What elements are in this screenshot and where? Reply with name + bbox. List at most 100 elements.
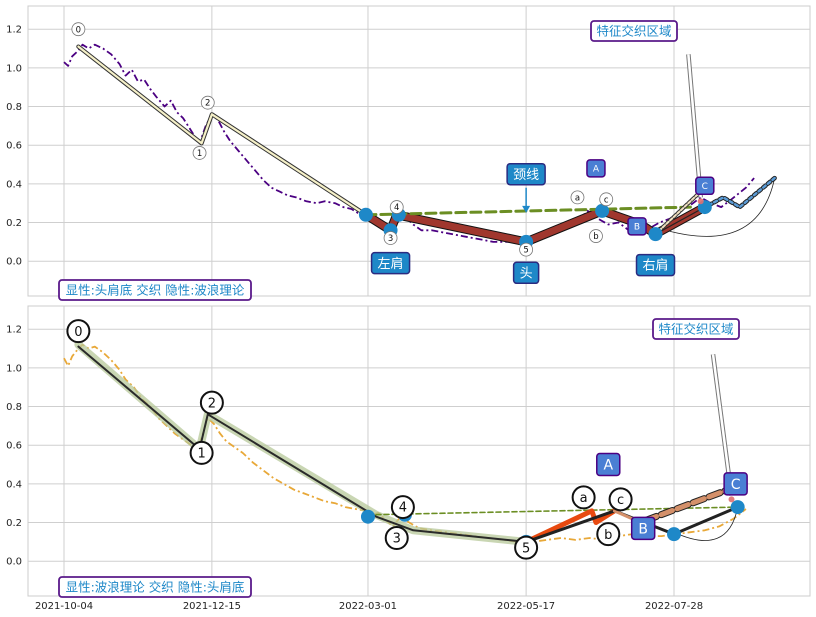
plot-content: 0 1 2 3 4 5 a b c 左肩头 右肩 颈线 A B C: [63, 22, 777, 285]
annotation-text: C: [731, 477, 741, 493]
wave-label-circle: [66, 319, 91, 344]
wave-label-circle: [570, 190, 585, 205]
overlay-line: [364, 205, 692, 217]
callout-arrow-body: [711, 354, 733, 496]
y-tick-label: 0.0: [6, 557, 22, 568]
curved-connector: [673, 506, 739, 541]
wave-label-circle: [384, 526, 409, 550]
y-tick-label: 0.4: [6, 179, 22, 190]
callout-box: [652, 318, 740, 340]
wave-label-text: b: [604, 528, 612, 543]
callout-text: 特征交织区域: [658, 322, 733, 337]
plot-area: [27, 305, 811, 597]
wave-label-text: 5: [522, 541, 530, 556]
pivot-point: [358, 207, 373, 222]
wave-label-text: 2: [205, 99, 210, 109]
wave-label-text: 5: [523, 246, 528, 256]
y-tick-label: 0.8: [6, 402, 22, 413]
wave-label-text: 1: [197, 447, 205, 462]
y-tick-label: 0.0: [6, 257, 22, 268]
y-tick-label: 0.6: [6, 441, 22, 452]
pivot-point: [697, 198, 704, 205]
wave-label-text: c: [604, 195, 609, 205]
annotation-box: [635, 253, 676, 277]
annotation-text: 左肩: [378, 256, 404, 272]
plot-area: [27, 5, 811, 297]
y-tick-label: 0.8: [6, 102, 22, 113]
annotation-text: A: [603, 458, 613, 474]
pivot-point: [667, 527, 681, 542]
wave-label-circle: [383, 231, 398, 245]
annotation-text: B: [634, 223, 640, 233]
neckline-arrow-head: [522, 205, 531, 213]
wave-label-text: 2: [208, 396, 216, 411]
wave-label-text: b: [593, 232, 598, 242]
panel-2: 0.0 0.2 0.4 0.6 0.8 1.0 1.2 2021-10-04 2021-12-1…: [6, 305, 811, 612]
wave-label-text: 4: [394, 203, 399, 213]
wave-label-text: 3: [388, 234, 393, 244]
annotation-box: [596, 452, 621, 477]
annotation-box: [506, 162, 546, 186]
wave-label-circle: [514, 535, 539, 560]
annotation-box: [627, 217, 647, 236]
wave-label-text: a: [580, 491, 588, 506]
caption-text: 显性:波浪理论 交织 隐性:头肩底: [66, 580, 245, 595]
wave-label-text: 3: [393, 532, 401, 547]
annotation-text: C: [702, 182, 708, 192]
overlay-line: [642, 485, 737, 524]
wave-label-circle: [71, 22, 86, 37]
wave-label-circle: [189, 440, 214, 465]
wave-label-text: 1: [197, 149, 202, 159]
pivot-point: [360, 509, 375, 524]
y-tick-label: 0.4: [6, 479, 22, 490]
wave-label-text: 4: [399, 501, 407, 516]
wave-label-circle: [192, 146, 207, 160]
overlay-line: [654, 190, 702, 236]
pivot-point: [595, 203, 610, 218]
wave-label-text: a: [575, 193, 580, 203]
caption-box: [58, 279, 252, 301]
wave-label-circle: [571, 485, 596, 510]
annotation-box: [630, 516, 656, 541]
annotation-text: 右肩: [643, 258, 669, 274]
annotation-text: B: [638, 521, 648, 537]
plot-content: 0 1 2 3 4 5 a b c A B C: [63, 319, 748, 560]
price-series-line: [63, 43, 755, 243]
y-tick-label: 1.2: [6, 325, 22, 336]
annotation-text: A: [593, 165, 600, 175]
y-tick-label: 0.2: [6, 518, 22, 529]
annotation-box: [586, 159, 606, 178]
x-tick-label: 2021-10-04: [35, 601, 93, 612]
x-tick-label: 2022-03-01: [339, 601, 397, 612]
wave-label-circle: [200, 95, 215, 110]
callout-box: [590, 20, 678, 42]
wave-label-circle: [589, 229, 603, 243]
annotation-box: [695, 176, 715, 196]
y-tick-label: 0.2: [6, 218, 22, 229]
wave-label-circle: [596, 522, 621, 547]
wave-label-text: 0: [74, 325, 82, 340]
annotation-box: [370, 251, 411, 275]
callout-text: 特征交织区域: [596, 24, 671, 39]
y-tick-label: 0.6: [6, 141, 22, 152]
y-tick-label: 1.0: [6, 363, 22, 374]
wave-label-circle: [390, 495, 415, 520]
panel-1: 0.0 0.2 0.4 0.6 0.8 1.0 1.2 0 1 2 3 4 5 a b c 左肩头 右肩 颈线 A B C…: [6, 5, 811, 301]
pivot-point: [648, 227, 663, 242]
overlay-line: [707, 176, 776, 209]
annotation-text: 头: [520, 266, 533, 281]
wave-label-circle: [389, 200, 404, 214]
overlay-line: [654, 206, 706, 235]
x-tick-label: 2022-05-17: [497, 601, 555, 612]
wave-label-circle: [519, 242, 534, 257]
annotation-text: 颈线: [513, 168, 539, 183]
wave-label-circle: [608, 487, 633, 512]
callout-arrow-body: [687, 54, 702, 198]
caption-text: 显性:头肩底 交织 隐性:波浪理论: [66, 283, 245, 298]
wave-label-text: 0: [76, 25, 81, 35]
y-tick-label: 1.0: [6, 63, 22, 74]
annotation-box: [723, 472, 748, 496]
overlay-line: [77, 45, 367, 216]
